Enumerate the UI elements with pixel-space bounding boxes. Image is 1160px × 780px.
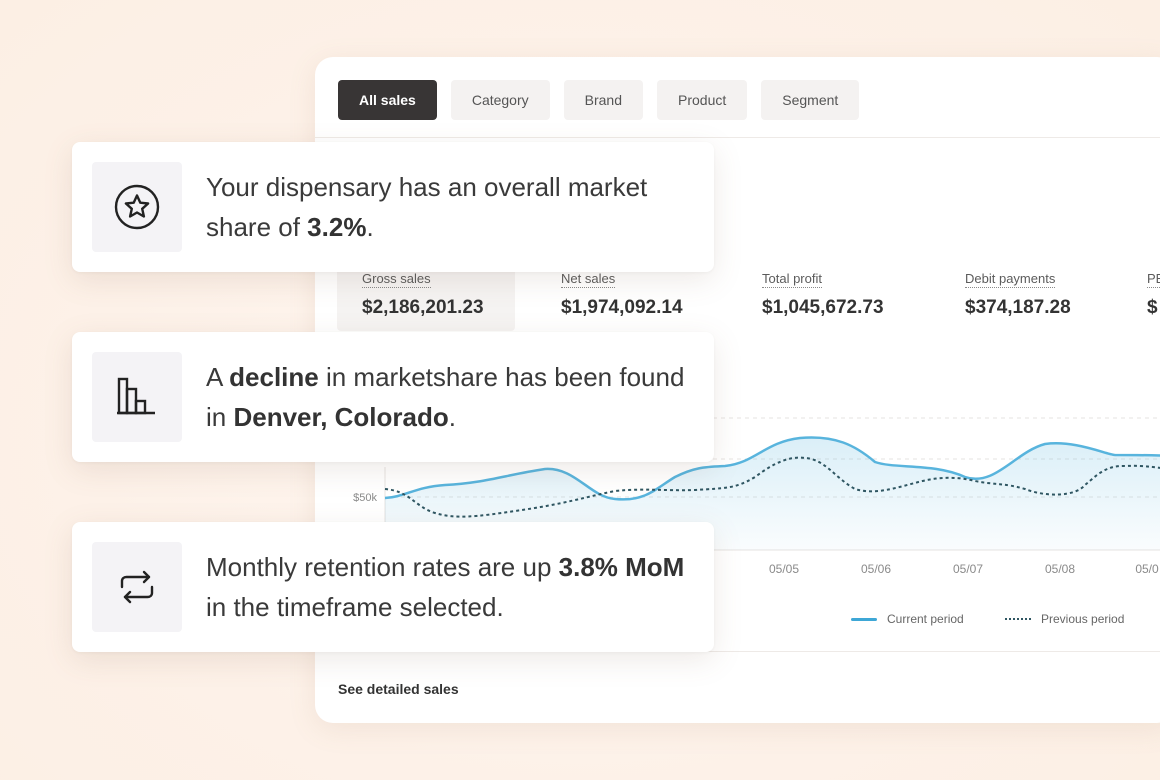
insight-text-part: in marketshare has been found in — [206, 362, 685, 432]
tab-segment[interactable]: Segment — [761, 80, 860, 120]
see-detailed-sales-link[interactable]: See detailed sales — [338, 681, 459, 697]
insight-text: A decline in marketshare has been found … — [206, 357, 696, 437]
insight-text-part: A — [206, 362, 230, 392]
x-tick-label: 05/0 — [1135, 562, 1159, 576]
metric-total-profit[interactable]: Total profit $1,045,672.73 — [762, 270, 884, 319]
tab-category[interactable]: Category — [450, 80, 550, 120]
legend-current-period: Current period — [851, 612, 964, 626]
metric-gross-sales[interactable]: Gross sales $2,186,201.23 — [362, 270, 484, 319]
star-badge-icon — [114, 184, 160, 230]
insight-icon-container — [92, 542, 182, 632]
metric-value: $ — [1147, 297, 1158, 318]
insight-text: Your dispensary has an overall market sh… — [206, 167, 696, 247]
metric-label: Gross sales — [362, 271, 431, 288]
insight-card-marketshare-decline: A decline in marketshare has been found … — [72, 332, 714, 462]
legend-label: Current period — [887, 612, 964, 626]
sales-tabs: All sales Category Brand Product Segment — [338, 80, 860, 120]
footer-divider — [315, 651, 1160, 652]
metric-label: Net sales — [561, 271, 616, 288]
current-period-area — [385, 437, 1160, 550]
metric-net-sales[interactable]: Net sales $1,974,092.14 — [561, 270, 683, 319]
insight-text: Monthly retention rates are up 3.8% MoM … — [206, 547, 696, 627]
tabs-divider — [315, 137, 1160, 138]
metric-value: $374,187.28 — [965, 297, 1071, 318]
insight-highlight: 3.2% — [307, 212, 367, 242]
insight-text-part: . — [366, 212, 374, 242]
insight-highlight: decline — [229, 362, 319, 392]
current-period-line — [384, 436, 1160, 501]
metric-value: $2,186,201.23 — [362, 297, 484, 318]
insight-text-part: Your dispensary has an overall market sh… — [206, 172, 648, 242]
metric-value: $1,974,092.14 — [561, 297, 683, 318]
insight-icon-container — [92, 162, 182, 252]
insight-card-retention: Monthly retention rates are up 3.8% MoM … — [72, 522, 714, 652]
insight-highlight: 3.8% MoM — [558, 552, 685, 582]
metric-label: Total profit — [762, 271, 822, 288]
insight-icon-container — [92, 352, 182, 442]
repeat-arrows-icon — [120, 570, 154, 604]
metric-value: $1,045,672.73 — [762, 297, 884, 318]
insight-card-market-share: Your dispensary has an overall market sh… — [72, 142, 714, 272]
bar-chart-icon — [117, 377, 155, 415]
x-tick-label: 05/06 — [861, 562, 891, 576]
y-tick-label: $50k — [353, 492, 377, 504]
metric-label: PE — [1147, 271, 1160, 288]
legend-previous-period: Previous period — [1005, 612, 1124, 626]
tab-brand[interactable]: Brand — [563, 80, 643, 120]
x-tick-label: 05/05 — [769, 562, 799, 576]
insight-text-part: Monthly retention rates are up — [206, 552, 559, 582]
sales-trend-chart: $50k 05/05 05/06 05/07 05/08 05/0 — [353, 417, 1160, 576]
metric-pe[interactable]: PE $ — [1147, 270, 1160, 319]
metric-debit-payments[interactable]: Debit payments $374,187.28 — [965, 270, 1071, 319]
tab-all-sales[interactable]: All sales — [338, 80, 437, 120]
x-tick-label: 05/08 — [1045, 562, 1075, 576]
insight-text-part: . — [448, 402, 456, 432]
previous-period-swatch — [1005, 618, 1031, 620]
x-tick-label: 05/07 — [953, 562, 983, 576]
insight-highlight: Denver, Colorado — [233, 402, 449, 432]
current-period-swatch — [851, 617, 877, 621]
tab-product[interactable]: Product — [657, 80, 748, 120]
metric-label: Debit payments — [965, 271, 1056, 288]
insight-text-part: in the timeframe selected. — [206, 592, 504, 622]
legend-label: Previous period — [1041, 612, 1125, 626]
